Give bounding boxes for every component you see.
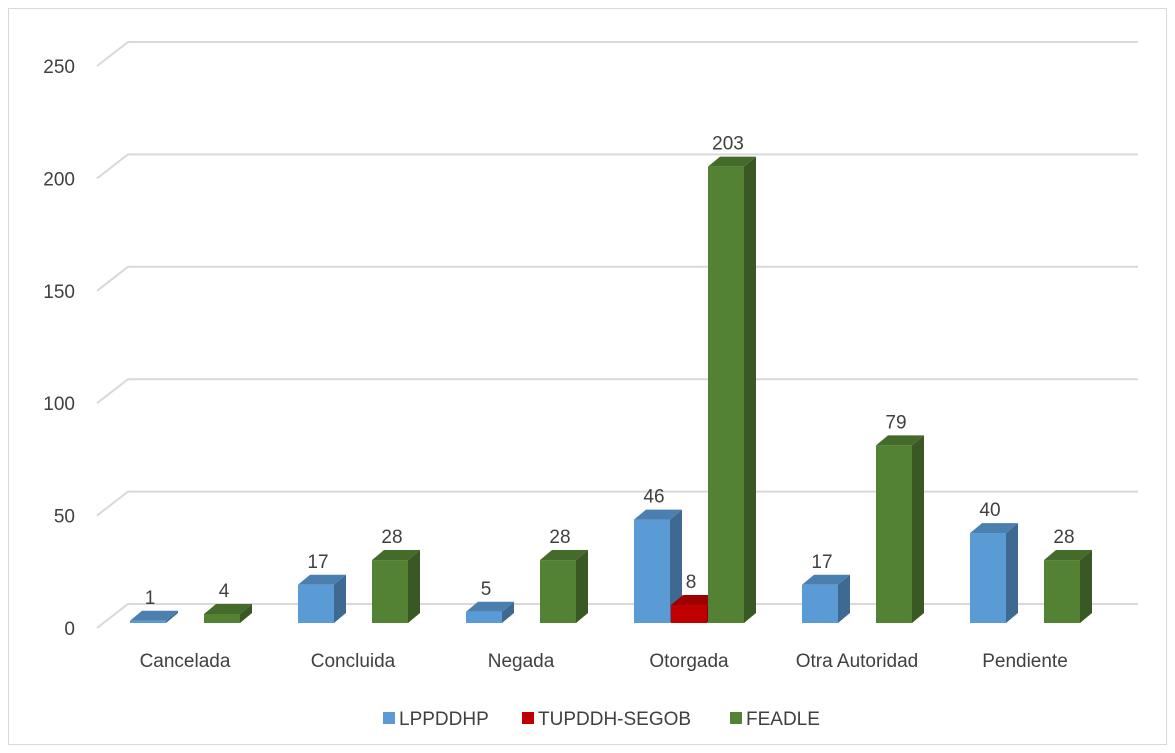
bar-face [970,523,1018,534]
bar-face [166,610,178,623]
y-tick-label: 100 [43,394,75,415]
bar [372,550,420,623]
grid-line [96,603,1138,629]
y-tick-label: 0 [64,619,75,640]
bar-face [576,550,588,623]
bar-face [802,584,838,623]
legend-swatch [730,712,742,724]
bar-face [1080,550,1092,623]
bar-face [130,610,178,621]
x-tick-label: Otra Autoridad [796,651,919,672]
y-tick-label: 200 [43,169,75,190]
chart-border [8,8,1167,745]
data-label: 5 [481,579,492,600]
bar-face [540,550,588,561]
bar-face [802,574,850,585]
bar-face [670,509,682,623]
bar-face [298,584,334,623]
data-label: 40 [979,500,1000,521]
legend-swatch [522,712,534,724]
y-tick-label: 150 [43,282,75,303]
bar [540,550,588,623]
bar-face [1044,560,1080,623]
bar-face [876,445,912,623]
data-label: 17 [811,552,832,573]
bar-face [970,533,1006,623]
bar-face [372,560,408,623]
data-label: 79 [885,412,906,433]
bar-face [634,509,682,520]
data-label: 46 [643,487,664,508]
bar-face [130,620,166,623]
data-label: 8 [686,572,697,593]
x-tick-label: Pendiente [982,651,1068,672]
y-tick-label: 250 [43,57,75,78]
bar [876,435,924,623]
bar-face [540,560,576,623]
data-label: 203 [712,134,744,155]
bar-face [912,435,924,623]
bar [130,610,178,623]
legend-label: FEADLE [746,709,820,730]
bar [970,523,1018,623]
bar [1044,550,1092,623]
x-tick-label: Concluida [311,651,396,672]
bar-face [671,595,719,606]
bar-face [204,614,240,623]
bar [204,604,252,623]
bar [708,156,756,623]
bar-face [671,605,707,623]
data-label: 1 [145,588,156,609]
data-label: 28 [549,527,570,548]
grid-line [96,41,1138,67]
bar-face [204,604,252,615]
x-tick-label: Otorgada [649,651,729,672]
grid-line [96,490,1138,517]
legend-label: TUPDDH-SEGOB [538,709,691,730]
legend-label: LPPDDHP [399,709,489,730]
bar-face [240,604,252,623]
data-label: 17 [307,552,328,573]
bar [634,509,682,623]
grid-line [96,378,1138,404]
bar [466,601,514,623]
bar-face [408,550,420,623]
x-tick-label: Negada [488,651,555,672]
x-tick-label: Cancelada [140,651,231,672]
bar-face [1006,523,1018,623]
bar-face [876,435,924,446]
bar [802,574,850,623]
bar-face [466,611,502,623]
bar-face [634,519,670,623]
y-tick-label: 50 [54,507,75,528]
bar-face [334,574,346,623]
bar-face [298,574,346,585]
bar-face [708,166,744,623]
bar-face [372,550,420,561]
data-label: 28 [381,527,402,548]
legend-swatch [383,712,395,724]
bar-face [838,574,850,623]
data-label: 4 [219,581,230,602]
bar-face [1044,550,1092,561]
data-label: 28 [1053,527,1074,548]
bar [298,574,346,623]
bar-face [708,156,756,167]
grid-line [96,153,1138,180]
bar-face [466,601,514,612]
grid-line [96,265,1138,292]
bar-face [744,156,756,623]
bar-face [502,601,514,623]
